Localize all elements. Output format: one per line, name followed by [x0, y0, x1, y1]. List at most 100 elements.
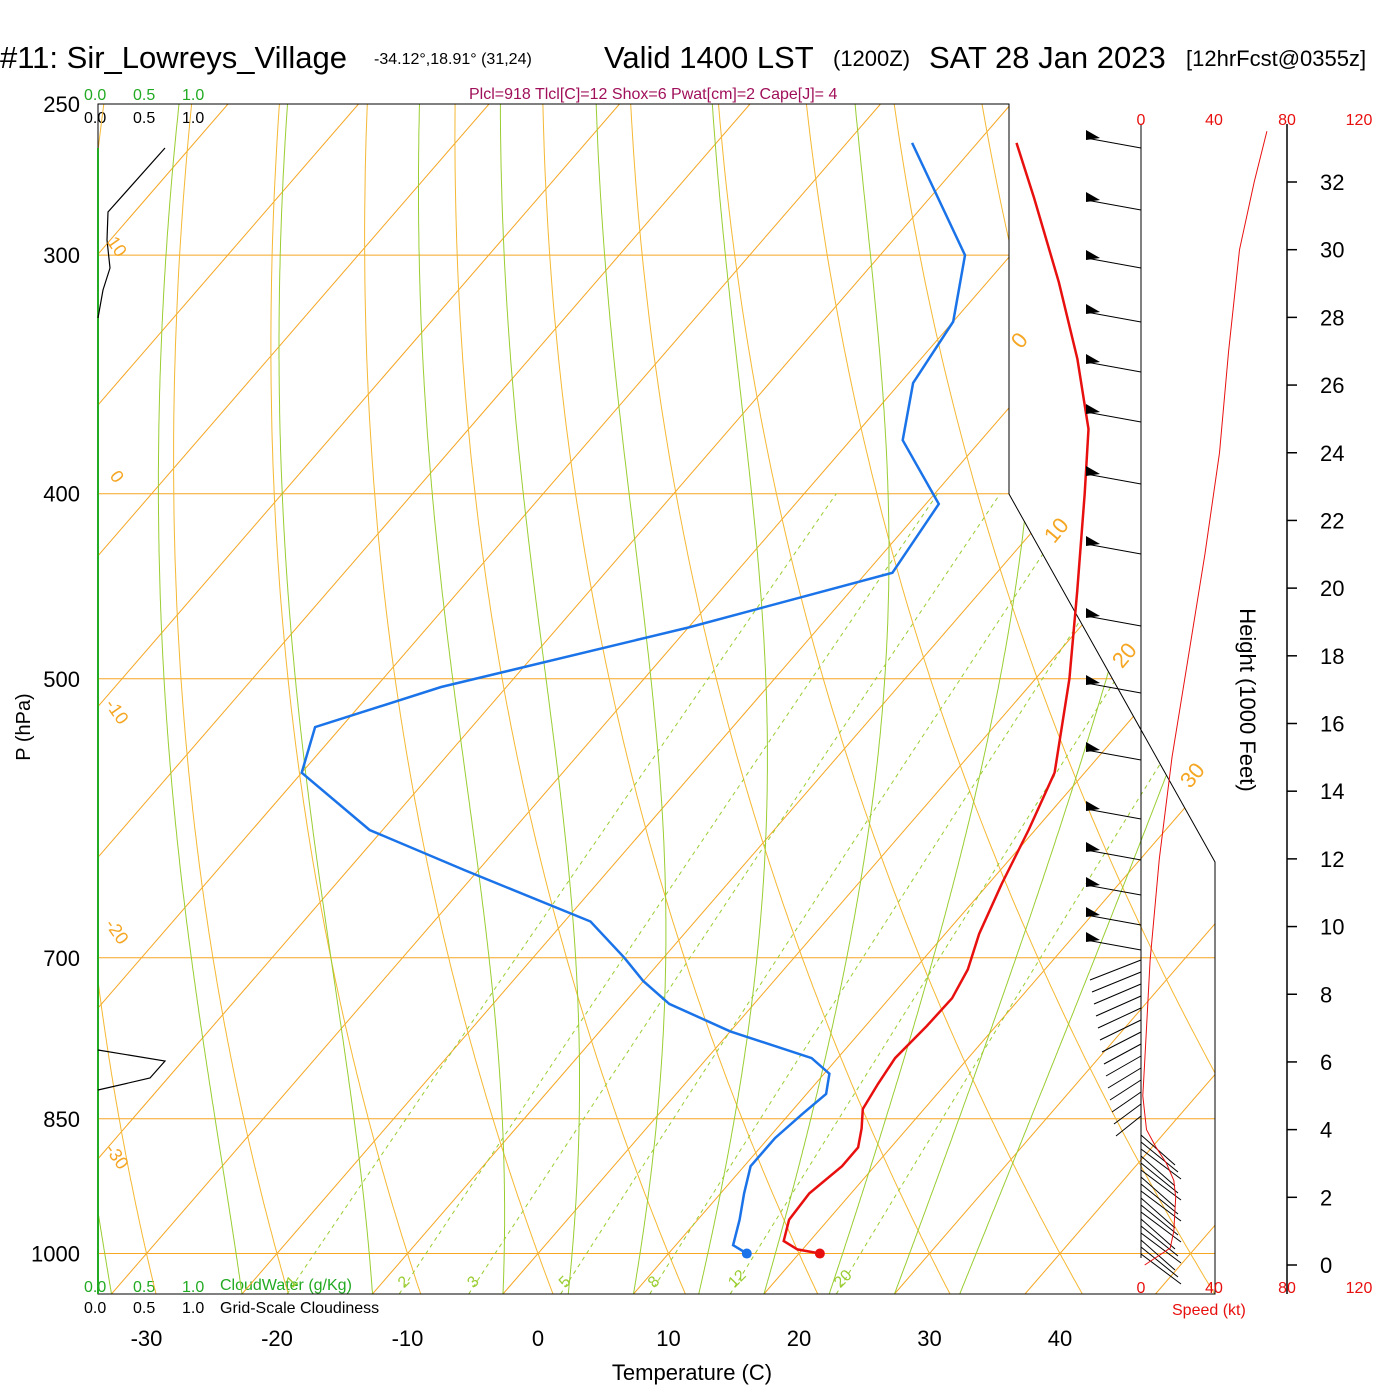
cloudiness-tick: 0.5: [133, 1300, 155, 1317]
cloudiness-scale-bottom: 0.0 0.5 1.0 Grid-Scale Cloudiness: [84, 1300, 379, 1317]
valid-date: SAT 28 Jan 2023: [929, 40, 1166, 75]
temperature-tick: 40: [1048, 1326, 1072, 1351]
mixing-ratio-label: 2: [395, 1273, 413, 1291]
isotherm: [98, 104, 620, 1294]
valid-time: Valid 1400 LST: [604, 40, 814, 75]
cloudwater-tick: 1.0: [182, 87, 204, 104]
wind-barb: [1101, 1031, 1142, 1053]
wind-barb: [1140, 1183, 1179, 1215]
wind-barb: [1085, 849, 1142, 861]
wind-barb: [1140, 1253, 1182, 1285]
isotherm-label: 0: [106, 467, 128, 487]
pressure-tick: 300: [43, 243, 80, 268]
isotherm: [1024, 104, 1215, 1294]
temperature-tick: 20: [787, 1326, 811, 1351]
surface-temperature-dot: [814, 1248, 825, 1259]
speed-axis-label: Speed (kt): [1172, 1302, 1246, 1319]
pressure-axis-label: P (hPa): [13, 693, 35, 760]
wind-barb: [1103, 1043, 1142, 1065]
wind-barb: [1140, 1155, 1176, 1187]
wind-barb: [1085, 311, 1142, 323]
pressure-tick: 400: [43, 482, 80, 507]
moist-adiabat: [499, 104, 580, 1294]
height-tick: 26: [1320, 373, 1344, 398]
isotherm-label: -10: [101, 695, 132, 728]
wind-barb: [1105, 1055, 1142, 1077]
wind-barb: [1091, 971, 1142, 993]
wind-barb-flag: [1086, 130, 1100, 140]
wind-barb: [1140, 1141, 1179, 1173]
mixing-ratio-line: [286, 493, 837, 1294]
moist-adiabat: [278, 104, 373, 1294]
cloudwater-scale-top: 0.0 0.5 1.0: [84, 87, 204, 104]
wind-barb-flag: [1086, 742, 1100, 752]
dry-adiabat: [718, 104, 1083, 1294]
wind-barb: [1140, 1197, 1176, 1229]
moist-adiabat: [698, 104, 768, 1294]
dry-adiabat: [1333, 104, 1400, 1294]
mixing-ratio-line: [398, 493, 939, 1294]
mixing-ratio-label: 20: [831, 1267, 856, 1292]
height-tick: 28: [1320, 305, 1344, 330]
temperature-tick: -30: [131, 1326, 163, 1351]
wind-barb: [1099, 1019, 1142, 1041]
mixing-ratio-line: [560, 493, 1084, 1294]
height-tick: 14: [1320, 779, 1344, 804]
moist-adiabat: [157, 104, 243, 1294]
wind-barb-flag: [1086, 354, 1100, 364]
speed-tick: 80: [1278, 1280, 1296, 1297]
isotherm: [98, 104, 490, 1294]
cloudwater-tick: 0.0: [84, 87, 106, 104]
wind-barb: [1085, 808, 1142, 820]
wind-barb-flag: [1086, 608, 1100, 618]
temperature-axis-label: Temperature (C): [612, 1360, 772, 1385]
wind-barb-flag: [1086, 801, 1100, 811]
wind-barb: [1113, 1103, 1142, 1125]
pressure-axis: 250 300 400 500 700 850 1000: [31, 92, 80, 1267]
wind-barb: [1085, 361, 1142, 373]
dry-adiabat: [364, 104, 554, 1294]
wind-barb-flag: [1086, 404, 1100, 414]
cloudwater-tick: 0.0: [84, 1279, 106, 1296]
wind-barb: [1093, 983, 1142, 1005]
wind-speed-line: [1142, 131, 1268, 1266]
height-tick: 18: [1320, 644, 1344, 669]
isotherm: [98, 104, 751, 1294]
isotherm: [1155, 104, 1215, 1294]
height-tick: 12: [1320, 847, 1344, 872]
moist-adiabat: [959, 104, 1215, 1294]
temperature-line: [782, 142, 1090, 1255]
wind-barb: [1085, 939, 1142, 951]
isotherm: [894, 104, 1215, 1294]
wind-barb: [1140, 1225, 1179, 1257]
wind-barb: [1085, 137, 1142, 149]
wind-barb: [1140, 1169, 1182, 1201]
wind-barb: [1140, 1211, 1182, 1243]
wind-barb-flag: [1086, 466, 1100, 476]
station-title: #11: Sir_Lowreys_Village: [0, 40, 347, 75]
dry-adiabat: [98, 104, 157, 1294]
cloudiness-tick: 1.0: [182, 110, 204, 127]
cloudiness-tick: 0.0: [84, 1300, 106, 1317]
wind-barb-flag: [1086, 907, 1100, 917]
speed-tick: 40: [1205, 1280, 1223, 1297]
wind-barb: [1107, 1067, 1142, 1089]
pressure-tick: 500: [43, 667, 80, 692]
cloudwater-tick: 1.0: [182, 1279, 204, 1296]
wind-barb: [1085, 473, 1142, 485]
mixing-ratio-label: 12: [725, 1267, 750, 1292]
zulu-time: (1200Z): [833, 46, 910, 71]
temperature-tick: 0: [532, 1326, 544, 1351]
pressure-tick: 1000: [31, 1242, 80, 1267]
pressure-tick: 700: [43, 946, 80, 971]
isotherm: [98, 104, 1012, 1294]
dry-adiabat: [1246, 104, 1400, 1294]
wind-barb-flag: [1086, 536, 1100, 546]
height-tick: 20: [1320, 576, 1344, 601]
mixing-ratio-label: 5: [556, 1273, 574, 1291]
pressure-tick: 850: [43, 1107, 80, 1132]
height-tick: 8: [1320, 982, 1332, 1007]
wind-barb: [1140, 1232, 1182, 1264]
dry-adiabat: [805, 104, 1215, 1294]
